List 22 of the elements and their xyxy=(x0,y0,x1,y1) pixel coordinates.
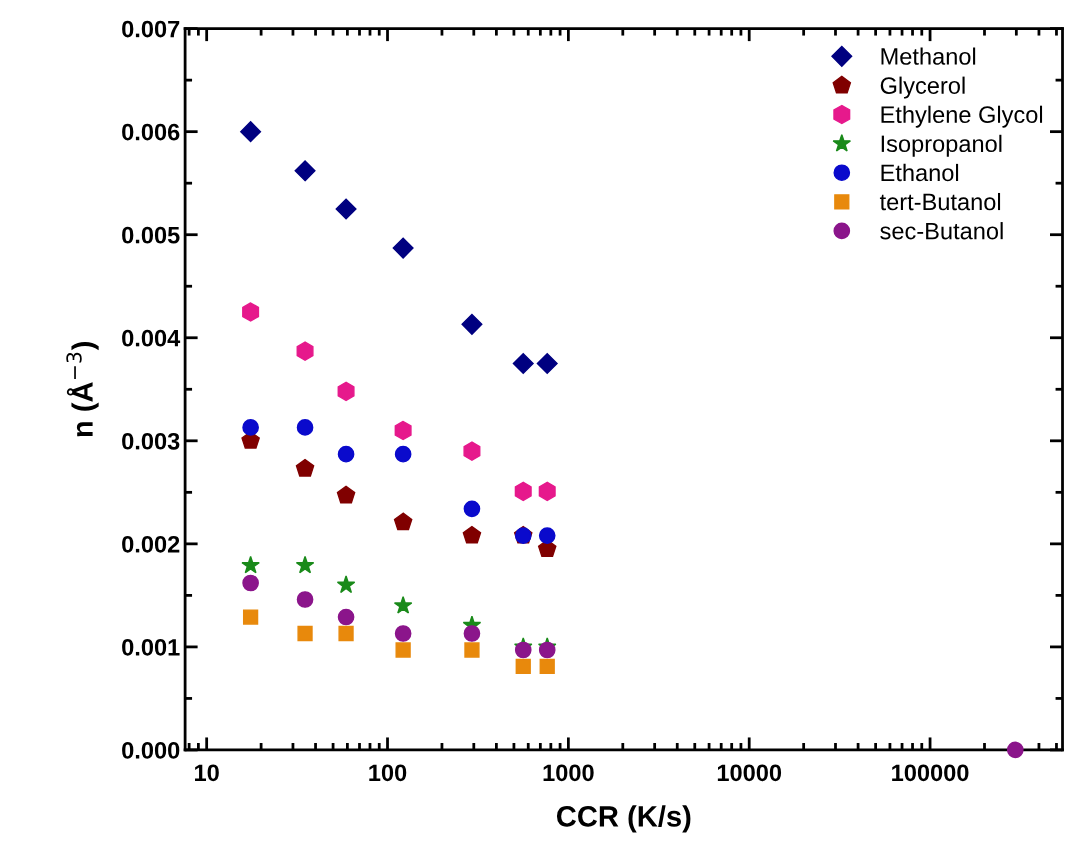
x-tick-label: 10000 xyxy=(717,764,782,782)
y-tick-label: 0.003 xyxy=(122,432,180,450)
y-tick-label: 0.000 xyxy=(122,742,180,759)
x-tick-label: 1000 xyxy=(543,764,594,782)
x-axis-title: CCR (K/s) xyxy=(556,805,691,833)
y-tick-label: 0.002 xyxy=(122,535,180,553)
y-tick-label: 0.005 xyxy=(122,226,180,244)
legend-label: Methanol xyxy=(881,47,976,65)
y-tick-label: 0.001 xyxy=(122,638,180,656)
y-axis-title: n (Å$^{−3}$) xyxy=(66,342,99,437)
x-tick-label: 10 xyxy=(195,764,219,782)
legend-label: tert-Butanol xyxy=(879,192,1001,211)
legend-label: Ethanol xyxy=(881,163,959,182)
legend-label: sec-Butanol xyxy=(880,222,1003,240)
x-tick-label: 100000 xyxy=(892,764,969,782)
legend-label: Ethylene Glycol xyxy=(881,105,1043,128)
y-tick-label: 0.007 xyxy=(122,20,180,38)
y-tick-label: 0.004 xyxy=(122,329,181,347)
x-tick-label: 100 xyxy=(369,764,407,782)
y-tick-label: 0.006 xyxy=(122,123,180,141)
legend-label: Glycerol xyxy=(880,76,965,99)
legend-label: Isopropanol xyxy=(881,134,1002,157)
